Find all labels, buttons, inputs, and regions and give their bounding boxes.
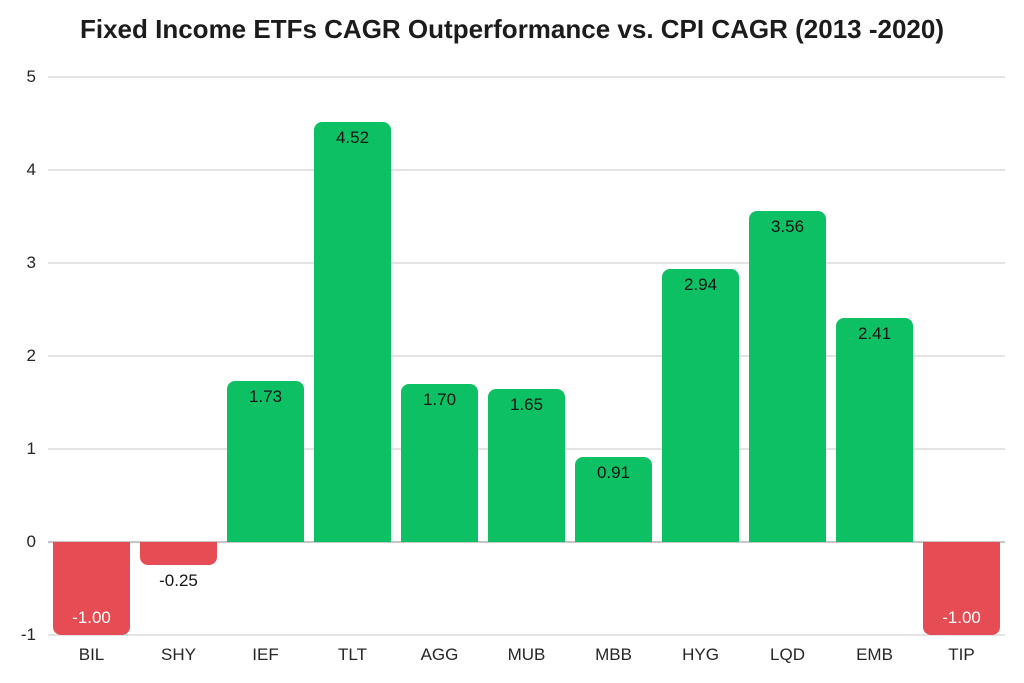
- x-tick-label-TIP: TIP: [948, 645, 975, 664]
- x-tick-label-HYG: HYG: [682, 645, 719, 664]
- x-tick-label-MBB: MBB: [595, 645, 632, 664]
- bar-AGG: [401, 383, 478, 542]
- y-tick-label-3: 3: [26, 253, 36, 272]
- bar-EMB: [836, 317, 913, 542]
- bar-BIL: [53, 542, 130, 635]
- y-tick-label-2: 2: [26, 346, 36, 365]
- bar-TLT: [314, 121, 391, 542]
- gridline-y-4: [48, 169, 1005, 171]
- y-tick-label-0: 0: [26, 532, 36, 551]
- x-tick-label-BIL: BIL: [78, 645, 105, 664]
- x-tick-label-EMB: EMB: [856, 645, 893, 664]
- bar-SHY: [140, 542, 217, 566]
- value-label-LQD: 3.56: [770, 216, 805, 236]
- value-label-TLT: 4.52: [335, 127, 370, 147]
- gridline-y-2: [48, 355, 1005, 357]
- value-label-SHY: -0.25: [159, 571, 198, 591]
- value-label-TIP: -1.00: [942, 608, 981, 627]
- y-tick-label-4: 4: [26, 160, 36, 179]
- value-label-AGG: 1.70: [422, 389, 457, 409]
- bar-LQD: [749, 210, 826, 542]
- bar-MBB: [575, 457, 652, 542]
- value-label-MBB: 0.91: [596, 463, 631, 483]
- x-tick-label-MUB: MUB: [507, 645, 546, 664]
- x-tick-label-IEF: IEF: [252, 645, 279, 664]
- x-tick-label-TLT: TLT: [338, 645, 367, 664]
- value-label-HYG: 2.94: [683, 274, 718, 294]
- y-tick-label-5: 5: [26, 67, 36, 86]
- bar-TIP: [923, 542, 1000, 635]
- bar-HYG: [662, 268, 739, 542]
- gridline-y-0: [48, 541, 1005, 543]
- value-label-BIL: -1.00: [72, 608, 111, 627]
- x-tick-label-AGG: AGG: [420, 645, 459, 664]
- bar-MUB: [488, 388, 565, 542]
- bar-IEF: [227, 381, 304, 542]
- chart-title: Fixed Income ETFs CAGR Outperformance vs…: [79, 14, 945, 44]
- y-tick-label-1: 1: [26, 439, 36, 458]
- gridline-y-5: [48, 76, 1005, 78]
- gridline-y-3: [48, 262, 1005, 264]
- y-tick-label--1: -1: [20, 625, 36, 644]
- value-label-MUB: 1.65: [509, 394, 544, 414]
- x-tick-label-SHY: SHY: [161, 645, 196, 664]
- x-tick-label-LQD: LQD: [770, 645, 805, 664]
- value-label-EMB: 2.41: [857, 323, 892, 343]
- value-label-IEF: 1.73: [248, 387, 283, 407]
- gridline-y--1: [48, 634, 1005, 636]
